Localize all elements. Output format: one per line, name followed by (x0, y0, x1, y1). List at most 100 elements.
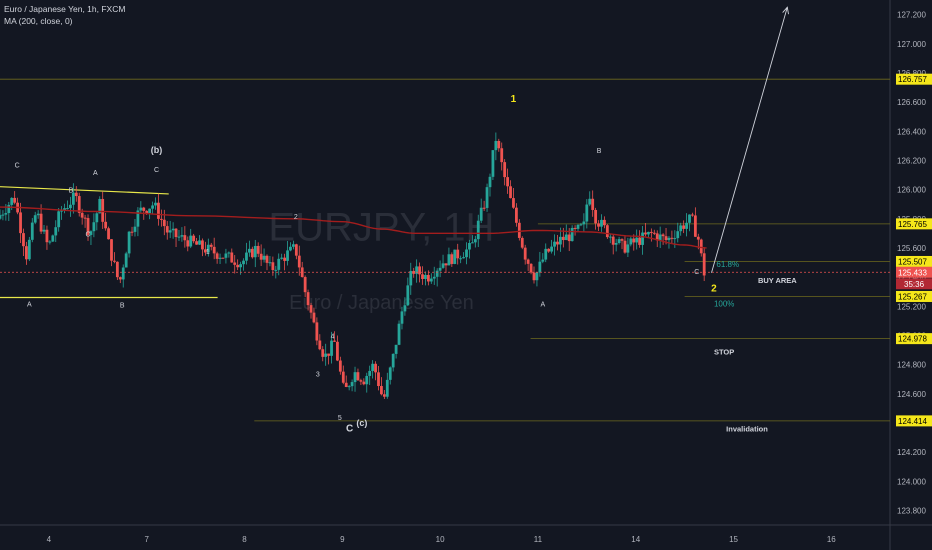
candle-body (661, 234, 665, 237)
candle-body (27, 239, 31, 260)
candle-body (559, 236, 562, 245)
y-tick-label: 126.200 (897, 156, 926, 165)
candle-body (371, 363, 375, 371)
price-level-label: 125.507 (898, 257, 927, 266)
candle-body (585, 204, 589, 222)
candle-body (359, 380, 363, 382)
candle-body (338, 360, 342, 372)
x-tick-label: 9 (340, 535, 345, 544)
candle-body (195, 241, 198, 245)
wave-label: B (120, 303, 125, 310)
candle-body (22, 233, 25, 247)
candle-body (118, 277, 122, 280)
candle-body (13, 197, 17, 203)
candle-body (470, 242, 474, 244)
candle-body (42, 229, 46, 232)
candle-body (1, 214, 5, 216)
candle-body (60, 210, 64, 212)
candle-body (180, 235, 184, 237)
candle-body (503, 162, 507, 178)
wave-label: C (346, 424, 353, 435)
candle-body (289, 246, 292, 251)
candle-body (7, 204, 11, 214)
candle-body (544, 248, 548, 260)
candle-body (702, 253, 706, 276)
price-level-badge (896, 333, 932, 345)
candle-body (553, 241, 556, 247)
candle-body (133, 226, 137, 232)
candle-body (676, 231, 680, 239)
candle-body (632, 238, 636, 243)
candle-body (444, 263, 448, 266)
wave-label: (b) (151, 145, 163, 155)
candle-body (699, 239, 703, 254)
candle-body (550, 246, 554, 252)
candle-body (649, 231, 653, 233)
wave-label: 4 (331, 333, 335, 340)
candle-body (19, 212, 22, 234)
candle-body (95, 213, 99, 223)
candle-body (250, 248, 254, 258)
candle-body (655, 233, 659, 241)
candle-body (617, 239, 621, 243)
candle-body (294, 244, 298, 256)
candle-body (667, 237, 671, 241)
candle-body (380, 386, 383, 395)
y-tick-label: 123.800 (897, 506, 926, 515)
candle-body (465, 249, 468, 258)
price-level-badge (896, 255, 932, 267)
price-level-label: 125.765 (898, 220, 927, 229)
candle-body (685, 222, 688, 229)
candle-body (92, 222, 96, 232)
x-tick-label: 4 (47, 535, 52, 544)
candle-body (696, 236, 700, 240)
candle-body (39, 213, 43, 232)
candle-body (321, 349, 325, 357)
candle-body (482, 207, 486, 209)
candle-body (664, 236, 668, 241)
symbol-title: Euro / Japanese Yen, 1h, FXCM (4, 4, 126, 14)
candle-body (591, 198, 595, 210)
candle-body (561, 236, 565, 241)
candle-body (403, 305, 407, 312)
watermark-name: Euro / Japanese Yen (289, 292, 474, 314)
candle-body (292, 244, 295, 247)
candle-body (57, 211, 61, 228)
annotation-label: STOP (714, 347, 734, 356)
candle-body (438, 267, 442, 271)
candle-body (476, 220, 480, 240)
candle-body (168, 230, 172, 233)
candle-body (318, 340, 322, 350)
candle-body (206, 244, 210, 253)
candle-body (462, 257, 465, 259)
candle-body (365, 375, 369, 385)
candle-body (441, 263, 445, 268)
countdown-badge (896, 278, 932, 290)
candle-body (497, 140, 501, 149)
candle-body (456, 249, 460, 259)
wave-label: 2 (294, 214, 298, 221)
candle-body (479, 207, 483, 221)
candle-body (426, 274, 430, 282)
candle-body (236, 264, 240, 268)
candle-body (494, 140, 498, 151)
candle-body (523, 247, 527, 260)
candle-body (623, 240, 627, 253)
projection-arrow-head (782, 6, 789, 15)
candle-body (51, 235, 55, 242)
candle-body (324, 353, 328, 357)
candle-body (36, 213, 40, 216)
candle-body (538, 261, 542, 273)
candle-body (69, 204, 72, 209)
candle-body (145, 210, 149, 214)
candle-body (506, 177, 509, 187)
candle-body (641, 232, 644, 245)
candle-body (406, 285, 410, 306)
candle-body (151, 205, 154, 209)
candle-body (385, 379, 389, 397)
candle-body (473, 239, 477, 243)
candle-body (253, 245, 257, 258)
candle-body (101, 198, 105, 222)
candle-body (626, 244, 630, 253)
